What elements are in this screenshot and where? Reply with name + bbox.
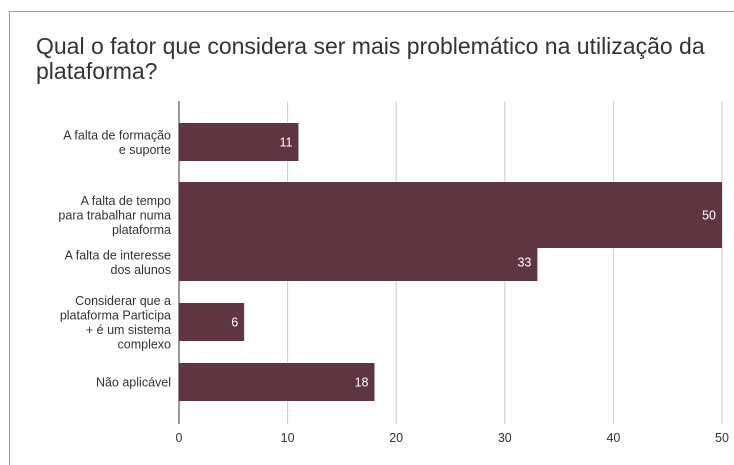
category-label-line: e suporte: [119, 143, 171, 157]
bar-value-label: 6: [231, 316, 238, 330]
category-label-line: A falta de tempo: [81, 194, 171, 208]
bar: [179, 243, 538, 281]
x-tick-label: 40: [606, 431, 620, 445]
category-label-line: complexo: [118, 337, 172, 351]
bar: [179, 123, 299, 161]
x-tick-label: 0: [176, 431, 183, 445]
x-tick-label: 10: [281, 431, 295, 445]
category-label: A falta de tempo para trabalhar numa plata…: [58, 194, 171, 237]
bar-value-label: 18: [355, 376, 369, 390]
category-label-line: Considerar que a: [75, 294, 171, 308]
category-label-line: Não aplicável: [96, 376, 171, 390]
bar: [179, 363, 375, 401]
category-label-line: plataforma: [112, 223, 171, 237]
category-label: Considerar que a plataforma Participa + é …: [60, 294, 171, 352]
category-label-line: dos alunos: [111, 263, 171, 277]
bar: [179, 182, 722, 248]
x-tick-label: 50: [715, 431, 729, 445]
category-label-line: para trabalhar numa: [58, 209, 171, 223]
bar: [179, 303, 245, 341]
chart-title: Qual o fator que considera ser mais prob…: [36, 33, 705, 84]
category-label-line: A falta de interesse: [65, 248, 171, 262]
category-label-line: plataforma Participa: [60, 308, 171, 322]
category-label: A falta de formação e suporte: [63, 128, 171, 157]
x-tick-label: 30: [498, 431, 512, 445]
category-label-line: + é um sistema: [86, 323, 171, 337]
bar-value-label: 50: [702, 209, 716, 223]
category-label: A falta de interesse dos alunos: [65, 248, 171, 277]
category-label: Não aplicável: [96, 376, 171, 390]
category-label-line: A falta de formação: [63, 128, 171, 142]
bar-value-label: 11: [279, 136, 292, 150]
x-tick-label: 20: [389, 431, 403, 445]
bar-value-label: 33: [517, 256, 531, 270]
